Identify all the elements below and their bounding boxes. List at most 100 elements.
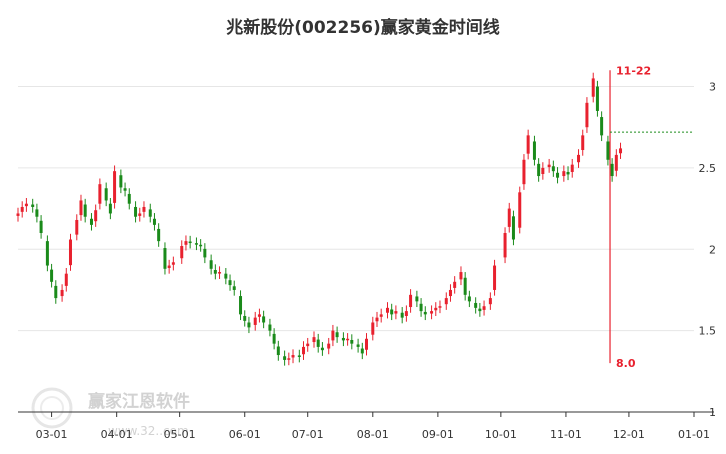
candle <box>127 188 131 210</box>
candle-body <box>585 102 589 128</box>
x-tick-label: 07-01 <box>292 428 324 441</box>
candle-body <box>148 209 152 217</box>
candle-body <box>79 200 83 216</box>
candle <box>142 201 146 218</box>
candle-body <box>507 208 511 227</box>
candle <box>148 203 152 223</box>
candle <box>239 290 243 321</box>
candle-body <box>60 289 64 297</box>
candle-body <box>45 241 49 266</box>
candle <box>522 154 526 190</box>
candle-body <box>430 311 434 314</box>
watermark-url: www.32..com <box>108 424 189 438</box>
candle <box>371 316 375 341</box>
candle <box>194 237 198 251</box>
candle <box>79 194 83 221</box>
candle-body <box>302 346 306 355</box>
candle <box>438 300 442 314</box>
candle-body <box>239 296 243 315</box>
candle <box>209 254 213 275</box>
candle-body <box>356 344 360 347</box>
candle <box>346 333 350 346</box>
candle <box>335 326 339 343</box>
watermark: 赢家江恩软件 www.32..com <box>31 387 190 438</box>
candle-body <box>31 204 35 207</box>
watermark-logo-inner-icon <box>40 396 64 420</box>
candle <box>64 267 68 292</box>
candle <box>184 235 188 251</box>
candle <box>167 259 171 274</box>
candle-body <box>253 317 257 325</box>
candle-body <box>478 308 482 312</box>
x-tick-label: 01-01 <box>678 428 710 441</box>
candle-body <box>467 296 471 302</box>
candle-body <box>400 312 404 318</box>
candle-body <box>453 281 457 288</box>
candle <box>24 198 28 212</box>
candle-body <box>272 333 276 344</box>
candle-body <box>419 303 423 312</box>
candle-body <box>459 272 463 280</box>
candle-body <box>184 241 188 245</box>
candle <box>444 292 448 310</box>
y-tick-label: 2.5 <box>699 162 717 175</box>
candle <box>247 316 251 334</box>
x-tick-label: 03-01 <box>36 428 68 441</box>
candle <box>75 214 79 241</box>
candle <box>394 305 398 320</box>
candle <box>409 289 413 313</box>
candle-body <box>312 337 316 343</box>
y-tick-label: 2 <box>709 243 716 256</box>
candle <box>276 340 280 361</box>
candle <box>312 331 316 348</box>
x-tick-label: 09-01 <box>422 428 454 441</box>
candle <box>375 311 379 327</box>
candle-body <box>50 269 54 282</box>
candle-body <box>232 286 236 290</box>
candle-body <box>152 218 156 225</box>
candle-body <box>415 296 419 302</box>
candle-body <box>39 220 43 233</box>
annotation-label: 11-22 <box>616 64 651 77</box>
candle <box>20 201 24 218</box>
candle <box>268 318 272 337</box>
candle <box>385 302 389 319</box>
candle <box>507 202 511 233</box>
candle-body <box>327 343 331 349</box>
candle <box>123 182 127 197</box>
candle <box>94 204 98 227</box>
candle <box>566 166 570 181</box>
candle-body <box>297 355 301 357</box>
candle-body <box>463 277 467 295</box>
candle <box>400 307 404 324</box>
candle <box>360 342 364 360</box>
candle-body <box>503 233 507 258</box>
candle <box>532 135 536 166</box>
candle <box>459 266 463 286</box>
candle-body <box>127 193 131 204</box>
candle <box>35 203 39 223</box>
candle-body <box>409 294 413 308</box>
candle-body <box>360 348 364 354</box>
candle <box>224 267 228 285</box>
candle-body <box>595 86 599 111</box>
candle <box>430 305 434 320</box>
candle-body <box>522 159 526 185</box>
candle-body <box>134 206 138 217</box>
candle-body <box>541 167 545 175</box>
candle <box>228 274 232 291</box>
candle-body <box>283 356 287 360</box>
candle <box>570 158 574 178</box>
candle-body <box>614 154 618 171</box>
candle <box>551 160 555 177</box>
candle-body <box>474 302 478 308</box>
candle-body <box>423 311 427 315</box>
candle <box>585 97 589 133</box>
candle-body <box>320 347 324 351</box>
candle-body <box>104 188 108 201</box>
candle <box>474 297 478 314</box>
candle-body <box>119 175 123 188</box>
candle <box>272 328 276 350</box>
candle <box>253 311 257 331</box>
